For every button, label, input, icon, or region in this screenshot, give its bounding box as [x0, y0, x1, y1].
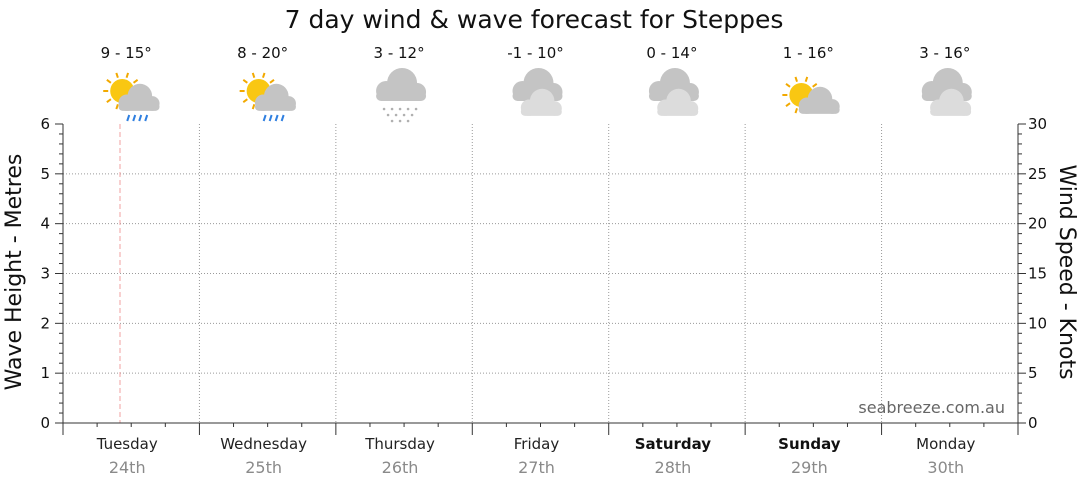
- chart-grid: [63, 124, 1018, 423]
- sun-cloud-rain-icon: [103, 72, 160, 122]
- sun-ray: [115, 72, 119, 78]
- date-label: 26th: [382, 458, 419, 477]
- y-right-tick-label: 10: [1028, 314, 1047, 332]
- day-label: Wednesday: [220, 435, 307, 453]
- date-label: 30th: [927, 458, 964, 477]
- day-temperature: 0 - 14°: [646, 44, 697, 62]
- sun-ray: [269, 79, 275, 84]
- cloud-snow-icon: [376, 68, 427, 123]
- cloud-base: [798, 105, 840, 114]
- sun-ray: [785, 83, 791, 88]
- day-label: Saturday: [635, 435, 712, 453]
- sun-ray: [812, 83, 818, 88]
- day-label: Friday: [514, 435, 560, 453]
- day-temperature: 8 - 20°: [237, 44, 288, 62]
- y-right-tick-label: 30: [1028, 115, 1047, 133]
- cloudy-icon: [921, 68, 972, 116]
- cloud-base: [930, 107, 972, 116]
- day-temperature: 1 - 16°: [783, 44, 834, 62]
- day-label: Thursday: [364, 435, 435, 453]
- y-axis-right-label: Wind Speed - Knots: [1054, 164, 1079, 379]
- cloud-base: [376, 91, 427, 101]
- sun-ray: [251, 72, 256, 78]
- cloudy-icon: [512, 68, 563, 116]
- sun-ray: [804, 76, 809, 82]
- sun-ray: [125, 72, 130, 78]
- rain-drop: [280, 114, 285, 122]
- day-label: Sunday: [778, 435, 841, 453]
- day-label: Tuesday: [96, 435, 158, 453]
- snow-dot: [414, 107, 418, 111]
- snow-dot: [390, 119, 394, 123]
- sun-ray: [794, 76, 798, 82]
- chart-axes: 0 1 2 3 4 5 6 0 5 10 15 20 25 30 Tuesday 24th Wednesday 2…: [40, 115, 1047, 477]
- cloud-base: [520, 107, 562, 116]
- snow-dot: [406, 119, 410, 123]
- sun-cloud-icon: [782, 76, 840, 114]
- y-left-tick-label: 5: [40, 165, 50, 183]
- snow-dot: [394, 113, 398, 117]
- sun-ray: [106, 79, 112, 84]
- rain-drop: [138, 114, 143, 122]
- y-right-tick-label: 20: [1028, 215, 1047, 233]
- y-left-tick-label: 1: [40, 364, 50, 382]
- sun-ray: [794, 108, 798, 114]
- y-left-tick-label: 2: [40, 314, 50, 332]
- cloudy-icon: [648, 68, 699, 116]
- y-right-tick-label: 0: [1028, 414, 1038, 432]
- y-right-tick-label: 25: [1028, 165, 1047, 183]
- sun-cloud-rain-icon: [239, 72, 296, 122]
- snow-dot: [386, 113, 390, 117]
- snow-dot: [410, 113, 414, 117]
- day-temperature: 9 - 15°: [101, 44, 152, 62]
- date-label: 28th: [655, 458, 692, 477]
- sun-ray: [262, 72, 266, 78]
- date-label: 24th: [109, 458, 146, 477]
- sun-ray: [242, 79, 248, 84]
- y-left-tick-label: 3: [40, 265, 50, 283]
- rain-drop: [268, 114, 273, 122]
- snow-dot: [382, 107, 386, 111]
- cloud-base: [118, 102, 160, 111]
- snow-dot: [402, 113, 406, 117]
- sun-ray: [115, 104, 119, 110]
- rain-drop: [144, 114, 149, 122]
- rain-drop: [126, 114, 131, 122]
- y-left-tick-label: 6: [40, 115, 50, 133]
- watermark: seabreeze.com.au: [858, 398, 1005, 417]
- date-label: 27th: [518, 458, 555, 477]
- rain-drop: [274, 114, 279, 122]
- day-temperature: -1 - 10°: [507, 44, 564, 62]
- rain-drop: [132, 114, 137, 122]
- snow-dot: [406, 107, 410, 111]
- snow-dot: [390, 107, 394, 111]
- date-label: 25th: [245, 458, 282, 477]
- chart-title: 7 day wind & wave forecast for Steppes: [285, 5, 784, 34]
- snow-dot: [398, 107, 402, 111]
- snow-dot: [398, 119, 402, 123]
- day-label: Monday: [916, 435, 975, 453]
- y-left-tick-label: 0: [40, 414, 50, 432]
- cloud-base: [254, 102, 296, 111]
- sun-ray: [251, 104, 256, 110]
- rain-drop: [262, 114, 267, 122]
- date-label: 29th: [791, 458, 828, 477]
- day-temperature: 3 - 12°: [374, 44, 425, 62]
- y-left-tick-label: 4: [40, 215, 50, 233]
- sun-ray: [132, 79, 139, 84]
- day-temperature: 3 - 16°: [919, 44, 970, 62]
- sun-ray: [785, 102, 791, 107]
- sun-ray: [106, 98, 112, 103]
- sun-ray: [242, 98, 248, 103]
- y-right-tick-label: 15: [1028, 265, 1047, 283]
- y-axis-left-label: Wave Height - Metres: [2, 154, 27, 391]
- cloud-base: [657, 107, 699, 116]
- y-right-tick-label: 5: [1028, 364, 1038, 382]
- weather-icons: 9 - 15° 8 - 20° 3 - 12° -1 - 10° 0 - 14° 1 - …: [101, 44, 972, 123]
